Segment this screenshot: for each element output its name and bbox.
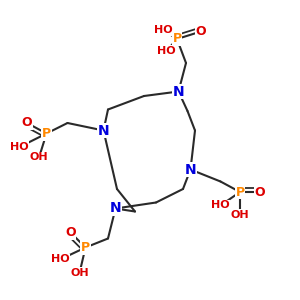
Text: OH: OH xyxy=(30,152,48,163)
Text: O: O xyxy=(65,226,76,239)
Text: P: P xyxy=(42,127,51,140)
Text: N: N xyxy=(110,202,121,215)
Text: N: N xyxy=(173,85,184,98)
Text: HO: HO xyxy=(211,200,230,211)
Text: O: O xyxy=(254,185,265,199)
Text: HO: HO xyxy=(51,254,69,265)
Text: OH: OH xyxy=(70,268,89,278)
Text: O: O xyxy=(196,25,206,38)
Text: P: P xyxy=(236,185,244,199)
Text: HO: HO xyxy=(10,142,29,152)
Text: HO: HO xyxy=(154,25,173,35)
Text: OH: OH xyxy=(231,209,249,220)
Text: O: O xyxy=(22,116,32,130)
Text: P: P xyxy=(81,241,90,254)
Text: P: P xyxy=(172,32,182,46)
Text: N: N xyxy=(185,163,196,176)
Text: N: N xyxy=(98,124,109,137)
Text: HO: HO xyxy=(157,46,176,56)
